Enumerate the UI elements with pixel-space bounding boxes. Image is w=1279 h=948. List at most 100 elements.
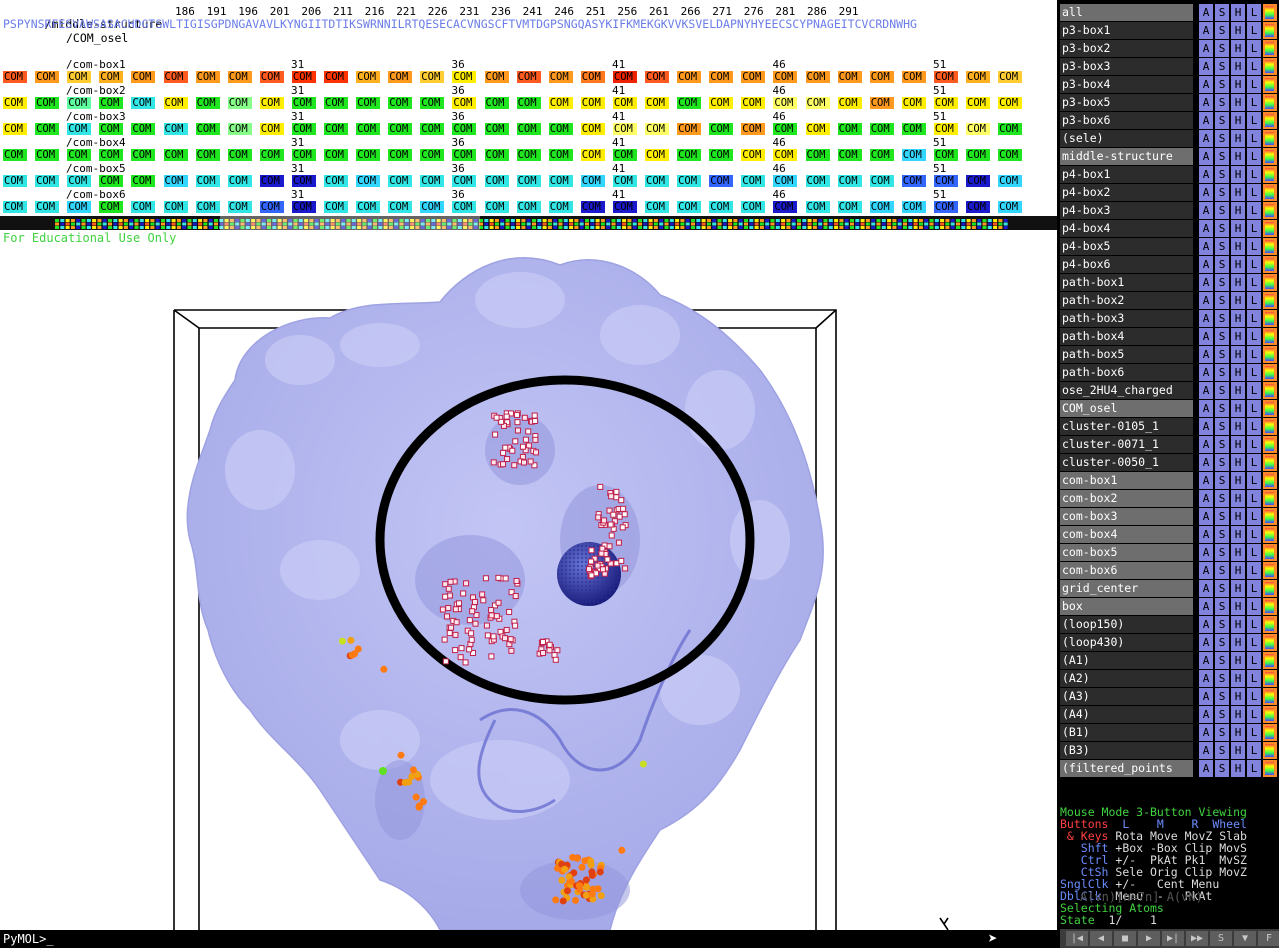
object-name[interactable]: path-box5 [1060,346,1193,363]
com-cell[interactable]: COM [901,149,926,161]
com-cell[interactable]: COM [516,149,541,161]
action-button[interactable]: A [1198,562,1213,579]
color-button[interactable] [1262,202,1277,219]
action-button[interactable]: A [1198,112,1213,129]
color-button[interactable] [1262,580,1277,597]
com-cell[interactable]: COM [805,149,830,161]
com-cell[interactable]: COM [356,201,381,213]
object-row[interactable]: path-box6 A S H L [1060,364,1277,381]
action-button[interactable]: A [1198,472,1213,489]
color-button[interactable] [1262,688,1277,705]
hide-button[interactable]: H [1230,634,1245,651]
com-cell[interactable]: COM [99,71,124,83]
object-row[interactable]: p3-box4 A S H L [1060,76,1277,93]
hide-button[interactable]: H [1230,742,1245,759]
object-name[interactable]: p4-box3 [1060,202,1193,219]
com-cell[interactable]: COM [548,71,573,83]
label-button[interactable]: L [1246,4,1261,21]
show-button[interactable]: S [1214,544,1229,561]
action-button[interactable]: A [1198,76,1213,93]
action-button[interactable]: A [1198,346,1213,363]
object-name[interactable]: p4-box1 [1060,166,1193,183]
com-cell[interactable]: COM [580,97,605,109]
com-cell[interactable]: COM [998,201,1023,213]
show-button[interactable]: S [1214,40,1229,57]
color-button[interactable] [1262,328,1277,345]
com-cell[interactable]: COM [933,175,958,187]
label-button[interactable]: L [1246,274,1261,291]
label-button[interactable]: L [1246,472,1261,489]
object-name[interactable]: (A2) [1060,670,1193,687]
object-name[interactable]: com-box5 [1060,544,1193,561]
show-button[interactable]: S [1214,274,1229,291]
com-cell[interactable]: COM [452,123,477,135]
label-button[interactable]: L [1246,436,1261,453]
hide-button[interactable]: H [1230,580,1245,597]
com-cell[interactable]: COM [99,175,124,187]
com-cell[interactable]: COM [837,149,862,161]
show-button[interactable]: S [1214,346,1229,363]
action-button[interactable]: A [1198,292,1213,309]
hide-button[interactable]: H [1230,202,1245,219]
object-name[interactable]: com-box6 [1060,562,1193,579]
object-row[interactable]: p4-box3 A S H L [1060,202,1277,219]
com-cell[interactable]: COM [420,201,445,213]
color-button[interactable] [1262,562,1277,579]
object-row[interactable]: com-box2 A S H L [1060,490,1277,507]
com-cell[interactable]: COM [291,149,316,161]
color-button[interactable] [1262,22,1277,39]
com-cell[interactable]: COM [356,123,381,135]
com-cell[interactable]: COM [645,97,669,109]
object-name[interactable]: (A1) [1060,652,1193,669]
object-row[interactable]: p3-box6 A S H L [1060,112,1277,129]
com-cell[interactable]: COM [901,97,926,109]
object-row[interactable]: p4-box2 A S H L [1060,184,1277,201]
show-button[interactable]: S [1214,202,1229,219]
color-button[interactable] [1262,346,1277,363]
com-cell[interactable]: COM [612,175,637,187]
show-button[interactable]: S [1214,526,1229,543]
action-button[interactable]: A [1198,4,1213,21]
show-button[interactable]: S [1214,328,1229,345]
color-button[interactable] [1262,382,1277,399]
object-row[interactable]: (A4) A S H L [1060,706,1277,723]
action-button[interactable]: A [1198,508,1213,525]
com-cell[interactable]: COM [452,201,477,213]
color-button[interactable] [1262,220,1277,237]
object-row[interactable]: p3-box5 A S H L [1060,94,1277,111]
com-cell[interactable]: COM [548,201,573,213]
com-cell[interactable]: COM [645,71,669,83]
com-cell[interactable]: COM [741,123,766,135]
object-row[interactable]: grid_center A S H L [1060,580,1277,597]
com-cell[interactable]: COM [966,175,990,187]
object-row[interactable]: com-box3 A S H L [1060,508,1277,525]
label-button[interactable]: L [1246,130,1261,147]
show-button[interactable]: S [1214,490,1229,507]
show-button[interactable]: S [1214,472,1229,489]
com-cell[interactable]: COM [324,149,348,161]
show-button[interactable]: S [1214,22,1229,39]
com-cell[interactable]: COM [388,175,413,187]
com-cell[interactable]: COM [388,123,413,135]
com-cell[interactable]: COM [805,123,830,135]
color-button[interactable] [1262,634,1277,651]
com-cell[interactable]: COM [67,149,92,161]
com-cell[interactable]: COM [35,175,60,187]
com-cell[interactable]: COM [356,97,381,109]
hide-button[interactable]: H [1230,166,1245,183]
show-button[interactable]: S [1214,292,1229,309]
viewer-3d[interactable]: /middle-structure 186 191 196 201 206 211 216 2… [0,0,1057,930]
color-button[interactable] [1262,670,1277,687]
com-cell[interactable]: COM [35,149,60,161]
hide-button[interactable]: H [1230,526,1245,543]
object-row[interactable]: com-box6 A S H L [1060,562,1277,579]
com-cell[interactable]: COM [388,149,413,161]
label-button[interactable]: L [1246,238,1261,255]
hide-button[interactable]: H [1230,112,1245,129]
color-button[interactable] [1262,40,1277,57]
com-cell[interactable]: COM [741,175,766,187]
label-button[interactable]: L [1246,220,1261,237]
com-cell[interactable]: COM [869,201,894,213]
com-cell[interactable]: COM [966,71,990,83]
com-cell[interactable]: COM [99,149,124,161]
